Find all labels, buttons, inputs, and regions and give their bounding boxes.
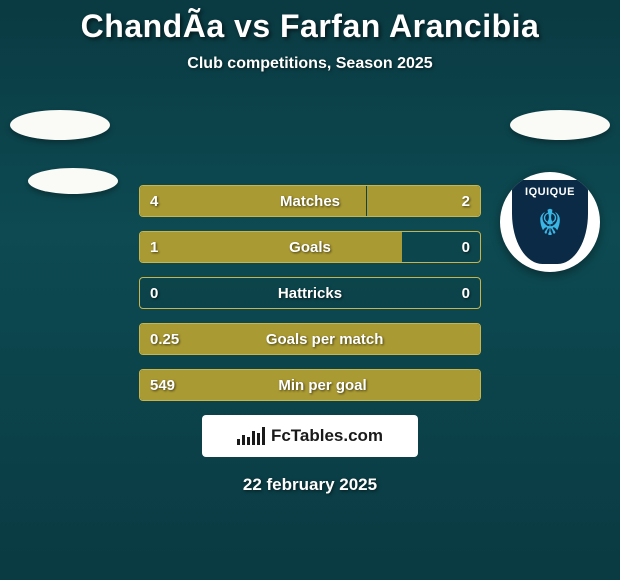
branding-box: FcTables.com [202, 415, 418, 457]
stat-left-value: 4 [150, 193, 158, 210]
footer-date: 22 february 2025 [0, 475, 620, 495]
page-title: ChandÃ­a vs Farfan Arancibia [0, 8, 620, 45]
stat-bar-content: 549 Min per goal [140, 370, 480, 400]
stat-row: 1 Goals 0 [139, 231, 481, 263]
stat-right-value: 0 [462, 285, 470, 302]
stat-label: Matches [280, 193, 340, 210]
player-right-portrait [510, 110, 610, 140]
stat-left-value: 0 [150, 285, 158, 302]
stat-row: 4 Matches 2 [139, 185, 481, 217]
dragon-icon: ☬ [537, 202, 563, 244]
root-container: ChandÃ­a vs Farfan Arancibia Club compet… [0, 0, 620, 580]
branding-text: FcTables.com [271, 426, 383, 446]
stat-label: Min per goal [278, 377, 366, 394]
stat-left-value: 1 [150, 239, 158, 256]
stat-label: Goals [289, 239, 331, 256]
silhouette-icon [510, 110, 610, 140]
player-left-portrait [10, 110, 118, 194]
club-badge-text: IQUIQUE [525, 186, 575, 198]
stat-bar-content: 4 Matches 2 [140, 186, 480, 216]
club-badge: IQUIQUE ☬ [500, 172, 600, 272]
silhouette-icon [10, 110, 110, 140]
stat-row: 549 Min per goal [139, 369, 481, 401]
page-subtitle: Club competitions, Season 2025 [0, 55, 620, 73]
stat-label: Goals per match [266, 331, 384, 348]
stat-row: 0.25 Goals per match [139, 323, 481, 355]
stats-bars: 4 Matches 2 1 Goals 0 0 Hattricks 0 0.25 Goals per… [139, 185, 481, 401]
stat-right-value: 0 [462, 239, 470, 256]
stat-left-value: 0.25 [150, 331, 179, 348]
stat-label: Hattricks [278, 285, 342, 302]
shield-icon: IQUIQUE ☬ [512, 180, 588, 264]
stat-left-value: 549 [150, 377, 175, 394]
stat-bar-content: 0 Hattricks 0 [140, 278, 480, 308]
silhouette-icon [28, 168, 118, 194]
stat-row: 0 Hattricks 0 [139, 277, 481, 309]
stat-bar-content: 1 Goals 0 [140, 232, 480, 262]
stat-bar-content: 0.25 Goals per match [140, 324, 480, 354]
chart-icon [237, 427, 265, 445]
stat-right-value: 2 [462, 193, 470, 210]
